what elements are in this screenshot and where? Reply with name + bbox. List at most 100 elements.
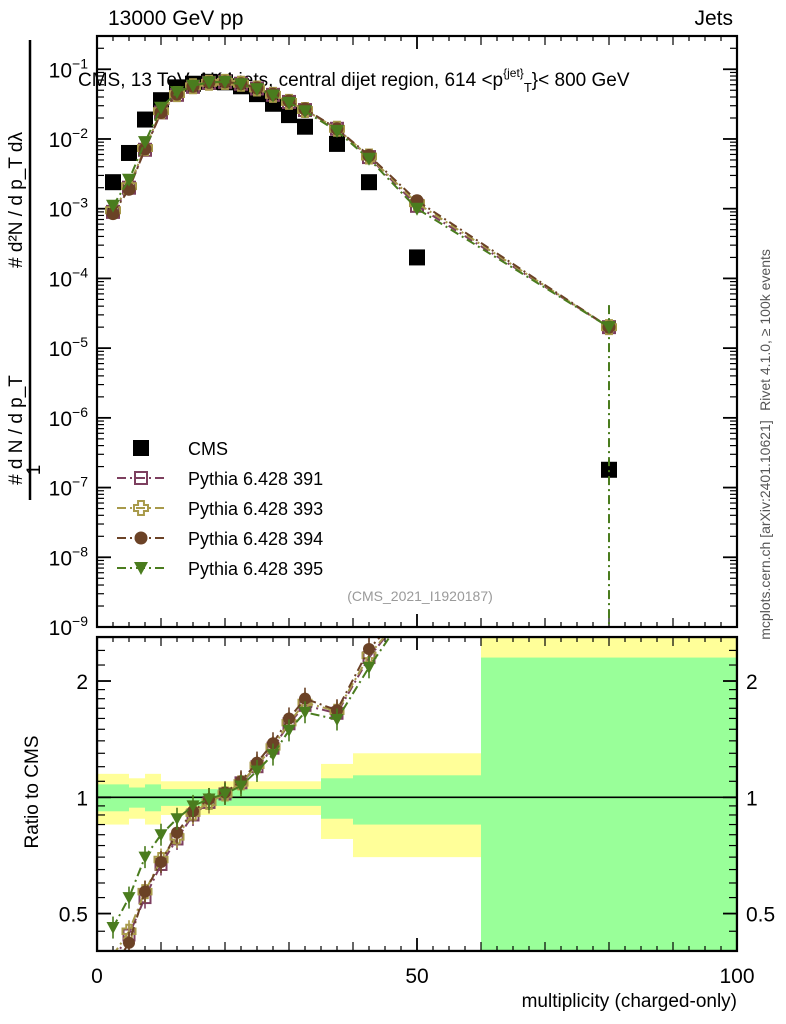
ratio-point-marker xyxy=(123,936,135,949)
ratio-point-marker xyxy=(202,793,216,806)
series-line xyxy=(112,80,610,328)
ratio-tick-label-right: 2 xyxy=(746,671,758,694)
legend-label: Pythia 6.428 394 xyxy=(188,529,323,549)
point-marker xyxy=(106,199,120,213)
ratio-point-marker xyxy=(171,826,183,839)
legend-item-pythia-6-428-395[interactable]: Pythia 6.428 395 xyxy=(117,559,323,579)
svg-text:CMS, 13 TeV, AK4 jets, central: CMS, 13 TeV, AK4 jets, central dijet reg… xyxy=(78,66,630,95)
series-pythia-6-428-393 xyxy=(105,73,617,336)
uncertainty-bands xyxy=(97,637,737,951)
ratio-point-marker xyxy=(267,737,279,750)
ratio-overlay: 2 21 10.5 0.50 50 100 xyxy=(59,635,775,988)
point-marker xyxy=(137,111,153,128)
point-marker xyxy=(170,86,184,100)
y-tick-label: 10−6 xyxy=(49,404,89,431)
ratio-point-marker xyxy=(154,829,168,842)
series-pythia-6-428-395 xyxy=(106,75,616,625)
plot-title: CMS, 13 TeV, AK4 jets, central dijet reg… xyxy=(78,66,630,95)
legend-label: CMS xyxy=(188,439,228,459)
ratio-point-marker xyxy=(363,643,375,656)
ratio-point-marker xyxy=(139,885,151,898)
y-axis-label: # d²N / d p_T dλ # d N / d p_T 1 xyxy=(6,40,45,500)
series-pythia-6-428-394 xyxy=(106,75,616,334)
legend-item-cms[interactable]: CMS xyxy=(133,439,228,459)
ratio-point-marker xyxy=(298,706,312,719)
ratio-axis-frame-overlay xyxy=(95,635,739,953)
ratio-point-marker xyxy=(218,788,232,801)
ratio-point-marker xyxy=(362,661,376,674)
point-marker xyxy=(265,95,281,112)
y-tick-label: 10−4 xyxy=(49,264,89,291)
ratio-point-marker xyxy=(234,780,248,793)
ratio-series-pythia-6-428-395 xyxy=(106,637,391,939)
ratio-point-marker xyxy=(170,813,184,826)
point-marker xyxy=(202,76,216,90)
y-axis-one: 1 xyxy=(24,465,45,476)
beam-energy-label: 13000 GeV pp xyxy=(108,7,243,30)
ratio-point-marker xyxy=(266,749,280,762)
point-marker xyxy=(409,249,425,266)
legend-item-pythia-6-428-391[interactable]: Pythia 6.428 391 xyxy=(117,469,323,489)
ratio-point-marker xyxy=(186,800,200,813)
y-axis-numerator: # d²N / d p_T dλ xyxy=(6,132,27,268)
y-tick-label: 10−3 xyxy=(49,195,89,222)
legend-item-pythia-6-428-394[interactable]: Pythia 6.428 394 xyxy=(117,529,323,549)
ratio-tick-label: 1 xyxy=(76,787,88,810)
point-marker xyxy=(410,202,424,216)
point-marker xyxy=(602,321,616,335)
band-inner xyxy=(385,775,481,825)
y-tick-label: 10−5 xyxy=(49,334,89,361)
point-marker xyxy=(297,118,313,135)
legend-item-pythia-6-428-393[interactable]: Pythia 6.428 393 xyxy=(117,499,323,519)
ratio-point-marker xyxy=(299,692,311,705)
ratio-tick-label-right: 1 xyxy=(746,787,758,810)
legend-marker xyxy=(134,471,148,485)
y-tick-label: 10−9 xyxy=(49,613,89,640)
title-superscript: {jet} xyxy=(503,66,524,80)
y-tick-label: 10−2 xyxy=(49,125,89,152)
ratio-point-marker xyxy=(155,855,167,868)
ratio-tick-label-right: 0.5 xyxy=(746,904,775,927)
ratio-point-marker xyxy=(283,712,295,725)
point-marker xyxy=(601,461,617,478)
main-panel: 10−110−210−310−410−510−610−710−810−9 xyxy=(49,34,739,640)
series-pythia-6-428-391 xyxy=(106,74,616,335)
title-subscript: T xyxy=(524,80,532,95)
point-marker xyxy=(105,174,121,191)
legend-label: Pythia 6.428 395 xyxy=(188,559,323,579)
ratio-y-ticks: 2 21 10.5 0.5 xyxy=(97,637,737,951)
point-marker xyxy=(361,174,377,191)
legend-label: Pythia 6.428 393 xyxy=(188,499,323,519)
point-marker xyxy=(329,135,345,152)
point-marker xyxy=(106,207,120,221)
x-axis-label: multiplicity (charged-only) xyxy=(522,991,737,1012)
legend-marker xyxy=(133,440,149,456)
y-tick-label: 10−7 xyxy=(49,474,89,501)
ratio-tick-label: 2 xyxy=(76,671,88,694)
ratio-point-marker xyxy=(250,765,264,778)
point-marker xyxy=(121,144,137,161)
mcplots-source-label: mcplots.cern.ch [arXiv:2401.10621] xyxy=(757,420,773,639)
point-marker xyxy=(281,107,297,124)
y-tick-label: 10−8 xyxy=(49,543,89,570)
x-tick-label: 50 xyxy=(405,965,428,988)
ratio-point-marker xyxy=(330,713,344,726)
point-marker xyxy=(362,152,376,166)
y-ticks: 10−110−210−310−410−510−610−710−810−9 xyxy=(49,47,737,640)
ratio-tick-label: 0.5 xyxy=(59,904,88,927)
ratio-axis-label: Ratio to CMS xyxy=(22,736,43,849)
ratio-line xyxy=(112,637,391,929)
point-marker xyxy=(218,75,232,89)
series-line xyxy=(112,80,610,328)
point-marker xyxy=(186,79,200,93)
point-marker xyxy=(154,101,168,115)
x-tick-label: 0 xyxy=(91,965,103,988)
point-marker xyxy=(266,89,280,103)
point-marker xyxy=(330,125,344,139)
series-line xyxy=(112,80,610,328)
point-marker xyxy=(282,96,296,110)
ratio-point-marker xyxy=(282,724,296,737)
